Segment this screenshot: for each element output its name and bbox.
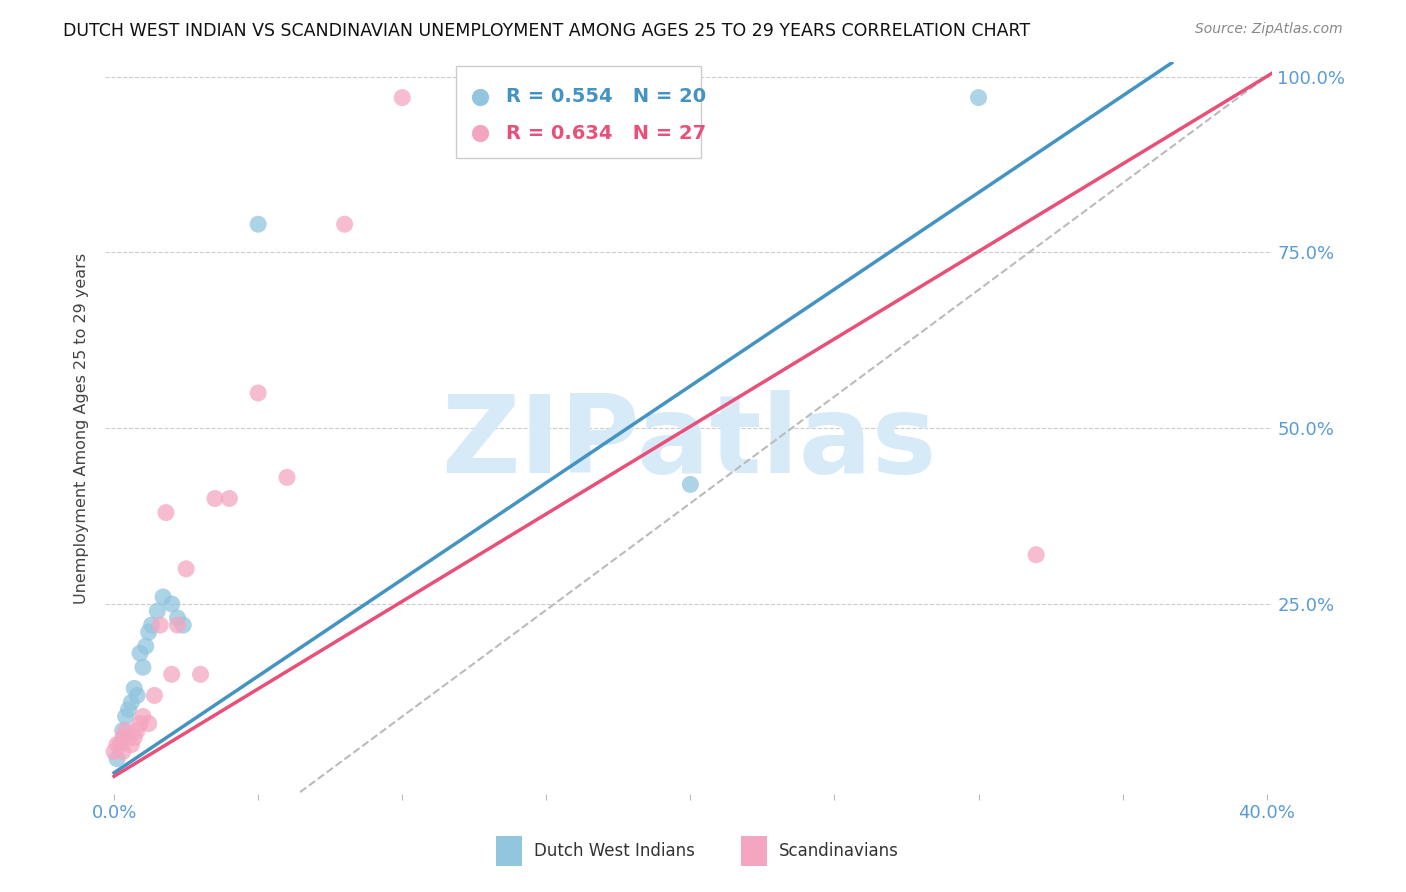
Point <box>190 667 212 681</box>
Point <box>129 716 152 731</box>
Point <box>276 470 298 484</box>
Text: R = 0.634   N = 27: R = 0.634 N = 27 <box>506 124 706 143</box>
Point <box>218 491 240 506</box>
Text: ZIPatlas: ZIPatlas <box>441 390 936 496</box>
Point <box>114 709 136 723</box>
Point <box>111 745 134 759</box>
Point <box>141 618 163 632</box>
Point <box>174 562 197 576</box>
Point <box>127 723 149 738</box>
Bar <box>496 836 522 866</box>
Bar <box>741 836 768 866</box>
Point <box>160 667 183 681</box>
Point <box>166 618 188 632</box>
Point <box>103 745 125 759</box>
Point <box>129 646 152 660</box>
Point <box>105 738 128 752</box>
Point <box>152 590 174 604</box>
Point <box>138 625 160 640</box>
Text: R = 0.554   N = 20: R = 0.554 N = 20 <box>506 87 706 106</box>
Point <box>1028 103 1050 117</box>
Point <box>1025 548 1047 562</box>
Point <box>155 506 177 520</box>
Y-axis label: Unemployment Among Ages 25 to 29 years: Unemployment Among Ages 25 to 29 years <box>75 252 90 604</box>
Point <box>135 639 157 653</box>
Point <box>333 217 356 231</box>
Point <box>120 696 142 710</box>
Point <box>1028 137 1050 152</box>
Point <box>172 618 194 632</box>
Point <box>117 731 139 745</box>
Point <box>108 738 131 752</box>
Point <box>143 689 166 703</box>
Point <box>111 723 134 738</box>
Point <box>146 604 169 618</box>
Point <box>117 702 139 716</box>
Point <box>105 752 128 766</box>
Point <box>132 709 155 723</box>
Point <box>149 618 172 632</box>
Point <box>122 681 145 696</box>
Point <box>132 660 155 674</box>
Point <box>679 477 702 491</box>
Point <box>122 731 145 745</box>
Text: Scandinavians: Scandinavians <box>779 842 898 860</box>
Point <box>138 716 160 731</box>
Point <box>166 611 188 625</box>
Point <box>247 217 270 231</box>
Point <box>120 738 142 752</box>
Point <box>204 491 226 506</box>
Text: DUTCH WEST INDIAN VS SCANDINAVIAN UNEMPLOYMENT AMONG AGES 25 TO 29 YEARS CORRELA: DUTCH WEST INDIAN VS SCANDINAVIAN UNEMPL… <box>63 22 1031 40</box>
FancyBboxPatch shape <box>456 66 700 158</box>
Point <box>111 731 134 745</box>
Point <box>391 90 413 104</box>
Point <box>967 90 990 104</box>
Point <box>114 723 136 738</box>
Point <box>127 689 149 703</box>
Point <box>160 597 183 611</box>
Point <box>247 386 270 401</box>
Text: Source: ZipAtlas.com: Source: ZipAtlas.com <box>1195 22 1343 37</box>
Text: Dutch West Indians: Dutch West Indians <box>534 842 695 860</box>
